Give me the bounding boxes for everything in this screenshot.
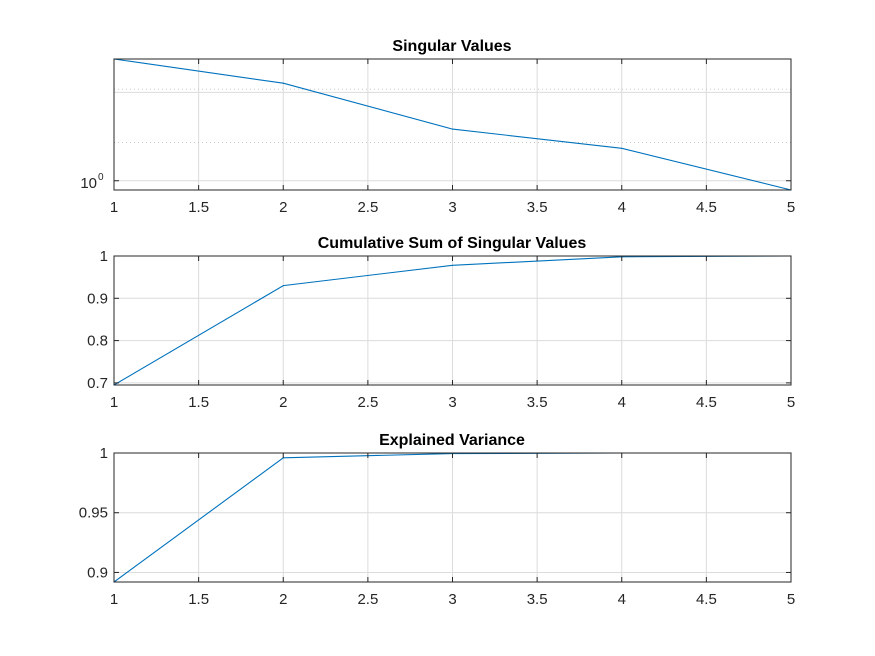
y-tick-label: 0.9 [87, 290, 108, 307]
singular-values-plot: Singular Values 1 1.5 2 2.5 3 3.5 4 4.5 5 10 0 [80, 38, 795, 216]
x-tick-label: 4 [618, 199, 626, 216]
x-tick-label: 2 [279, 591, 287, 608]
x-tick-label: 2 [279, 394, 287, 411]
y-tick-label: 0.7 [87, 375, 108, 392]
x-tick-label: 3.5 [527, 394, 548, 411]
data-point [451, 264, 454, 266]
plot-title: Singular Values [392, 38, 511, 55]
x-tick-label: 5 [787, 591, 795, 608]
x-tick-label: 4.5 [696, 394, 717, 411]
x-tick-label: 3.5 [527, 591, 548, 608]
explained-variance-plot: Explained Variance 1 1.5 2 2.5 3 3.5 4 4.5 5 0.9 0… [79, 432, 795, 608]
x-tick-label: 3 [448, 199, 456, 216]
grid [114, 256, 791, 385]
cumulative-sum-plot: Cumulative Sum of Singular Values 1 1.5 2 2… [87, 235, 795, 411]
data-point [451, 128, 454, 130]
data-point [282, 82, 284, 84]
x-tick-label: 3 [448, 591, 456, 608]
x-tick-label: 5 [787, 394, 795, 411]
y-tick-label-exponent: 0 [98, 172, 104, 183]
grid [114, 59, 791, 190]
x-tick-label: 2.5 [357, 394, 378, 411]
x-tick-label: 1 [110, 199, 118, 216]
x-tick-label: 4 [618, 394, 626, 411]
x-tick-label: 1.5 [188, 394, 209, 411]
x-tick-label: 3 [448, 394, 456, 411]
x-tick-label: 1 [110, 394, 118, 411]
y-tick-label: 1 [100, 445, 108, 462]
y-tick-label-base: 10 [80, 175, 97, 192]
y-tick-label: 1 [100, 248, 108, 265]
data-point [282, 285, 284, 287]
x-tick-label: 2 [279, 199, 287, 216]
y-tick-label: 0.95 [79, 505, 108, 522]
x-tick-label: 2.5 [357, 199, 378, 216]
plot-title: Explained Variance [379, 432, 525, 449]
data-point [621, 147, 623, 149]
x-tick-label: 1.5 [188, 199, 209, 216]
x-tick-label: 1 [110, 591, 118, 608]
x-tick-label: 4.5 [696, 591, 717, 608]
y-tick-label: 10 0 [80, 172, 104, 192]
x-tick-label: 4.5 [696, 199, 717, 216]
x-tick-label: 3.5 [527, 199, 548, 216]
plot-title: Cumulative Sum of Singular Values [318, 235, 587, 252]
grid [114, 453, 791, 582]
x-tick-label: 4 [618, 591, 626, 608]
x-tick-label: 2.5 [357, 591, 378, 608]
y-tick-label: 0.8 [87, 333, 108, 350]
x-tick-label: 1.5 [188, 591, 209, 608]
y-tick-label: 0.9 [87, 564, 108, 581]
x-tick-label: 5 [787, 199, 795, 216]
